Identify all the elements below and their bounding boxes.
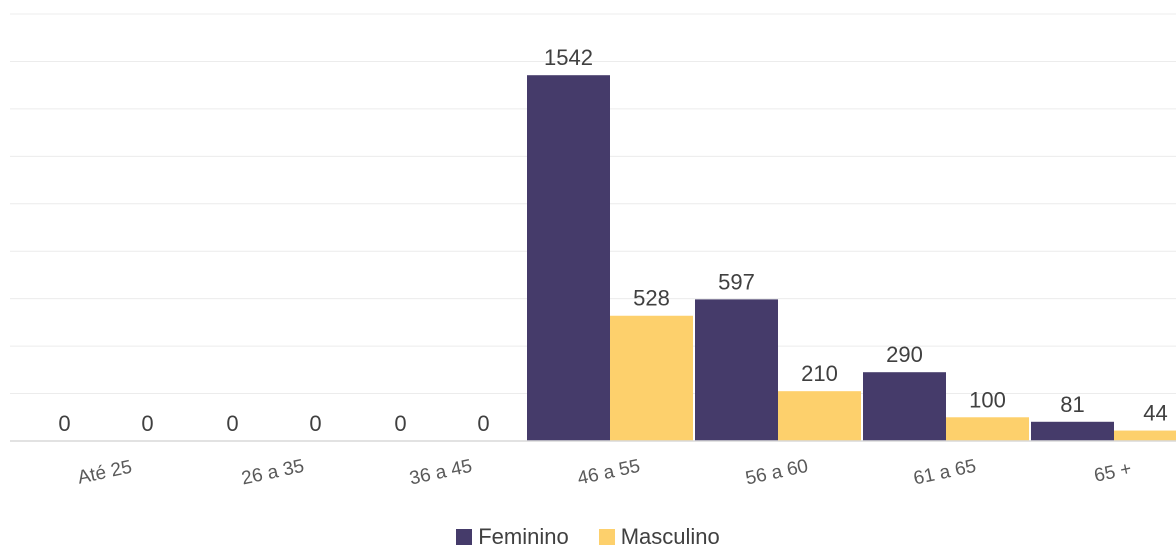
x-tick-label: 56 a 60: [744, 456, 810, 490]
legend-item-feminino: Feminino: [456, 524, 569, 550]
legend-label-feminino: Feminino: [478, 524, 569, 549]
bar-chart: 0 0 0 0 0 0 1542 528 597 210 290 100 81 44 Até 25 26 a…: [10, 13, 1176, 490]
data-label-feminino-1: 0: [226, 411, 238, 436]
data-label-feminino-2: 0: [394, 411, 406, 436]
data-label-feminino-6: 81: [1060, 392, 1084, 417]
x-tick-label: 61 a 65: [912, 456, 978, 490]
x-tick-label: 65 +: [1092, 458, 1133, 486]
bar-masculino-6: [1114, 430, 1176, 441]
x-tick-label: 36 a 45: [408, 456, 474, 490]
x-tick-label: Até 25: [76, 457, 134, 489]
data-label-masculino-2: 0: [477, 411, 489, 436]
data-label-feminino-5: 290: [886, 342, 923, 367]
data-labels: 0 0 0 0 0 0 1542 528 597 210 290 100 81 44: [58, 45, 1167, 436]
data-label-feminino-3: 1542: [544, 45, 593, 70]
data-label-masculino-1: 0: [309, 411, 321, 436]
data-label-feminino-0: 0: [58, 411, 70, 436]
bars: [527, 75, 1176, 441]
bar-feminino-5: [863, 372, 946, 441]
bar-masculino-5: [946, 417, 1029, 441]
data-label-masculino-0: 0: [141, 411, 153, 436]
data-label-feminino-4: 597: [718, 269, 755, 294]
legend-swatch-feminino: [456, 529, 473, 545]
legend-label-masculino: Masculino: [620, 524, 720, 549]
bar-masculino-4: [778, 391, 861, 441]
data-label-masculino-5: 100: [969, 387, 1006, 412]
data-label-masculino-3: 528: [633, 286, 670, 311]
bar-feminino-4: [695, 299, 778, 441]
bar-feminino-6: [1031, 421, 1114, 441]
x-tick-label: 46 a 55: [576, 456, 642, 490]
bar-feminino-3: [527, 75, 610, 441]
x-axis-tick-labels: Até 25 26 a 35 36 a 45 46 a 55 56 a 60 61 a 6…: [76, 456, 1134, 490]
legend: Feminino Masculino: [0, 522, 1176, 552]
legend-item-masculino: Masculino: [598, 524, 720, 550]
legend-swatch-masculino: [598, 529, 615, 545]
data-label-masculino-6: 44: [1143, 401, 1167, 426]
data-label-masculino-4: 210: [801, 361, 838, 386]
x-tick-label: 26 a 35: [240, 456, 306, 490]
bar-masculino-3: [610, 315, 693, 441]
